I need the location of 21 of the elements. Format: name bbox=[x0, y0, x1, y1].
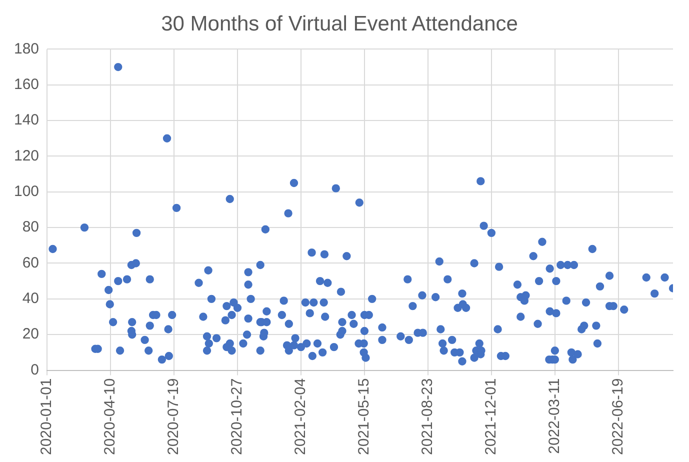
y-tick-label: 120 bbox=[14, 147, 40, 164]
y-tick-label: 100 bbox=[14, 183, 40, 200]
x-tick-label: 2022-06-19 bbox=[610, 378, 627, 456]
y-tick-label: 140 bbox=[14, 112, 40, 129]
y-tick-label: 160 bbox=[14, 76, 40, 94]
y-tick-label: 180 bbox=[14, 40, 40, 58]
y-tick-label: 80 bbox=[22, 218, 40, 236]
x-tick-label: 2020-10-27 bbox=[228, 378, 246, 456]
y-tick-label: 60 bbox=[22, 254, 40, 272]
x-tick-label: 2020-07-19 bbox=[165, 378, 182, 456]
chart-title: 30 Months of Virtual Event Attendance bbox=[161, 12, 518, 36]
y-tick-label: 0 bbox=[30, 361, 40, 378]
y-tick-label: 20 bbox=[22, 326, 40, 343]
y-tick-label: 40 bbox=[22, 290, 40, 308]
x-tick-label: 2020-04-10 bbox=[102, 378, 119, 456]
x-tick-label: 2020-01-01 bbox=[38, 378, 56, 456]
x-tick-label: 2022-03-11 bbox=[546, 378, 564, 454]
x-tick-label: 2021-05-15 bbox=[356, 378, 373, 456]
x-tick-label: 2021-02-04 bbox=[292, 378, 310, 456]
x-tick-label: 2021-12-01 bbox=[482, 378, 500, 456]
x-tick-label: 2021-08-23 bbox=[419, 378, 436, 456]
